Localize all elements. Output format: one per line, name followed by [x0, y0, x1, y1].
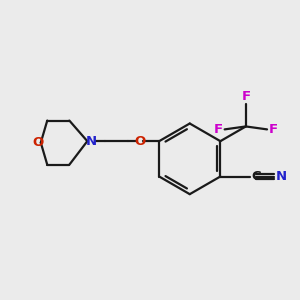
- Text: O: O: [134, 135, 146, 148]
- Text: N: N: [275, 170, 286, 183]
- Text: F: F: [268, 123, 278, 136]
- Text: F: F: [241, 90, 250, 103]
- Text: F: F: [214, 123, 223, 136]
- Text: O: O: [33, 136, 44, 149]
- Text: N: N: [86, 135, 97, 148]
- Text: C: C: [251, 170, 261, 183]
